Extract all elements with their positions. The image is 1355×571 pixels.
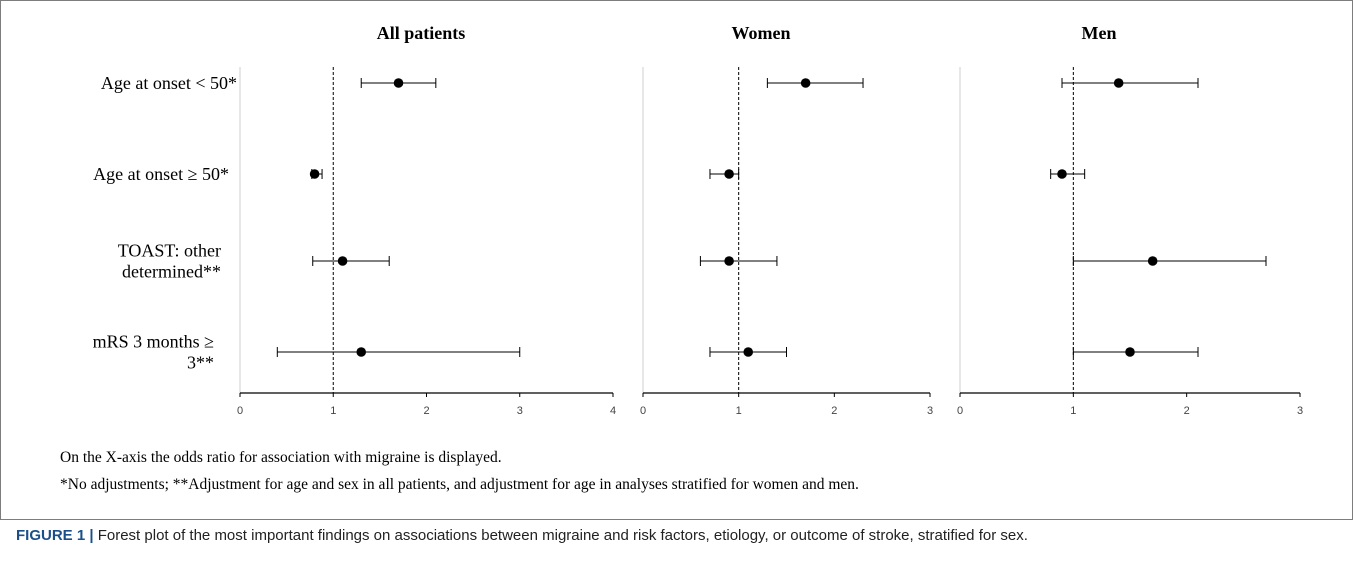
all-patients-tick-label: 1: [330, 405, 336, 417]
men-odds-ratio-point: [1125, 347, 1135, 357]
women-tick-label: 2: [831, 405, 837, 417]
figure-caption: FIGURE 1 | Forest plot of the most impor…: [16, 527, 1346, 544]
all-patients-tick-label: 2: [423, 405, 429, 417]
caption-text: Forest plot of the most important findin…: [93, 527, 1028, 544]
men-tick-label: 1: [1070, 405, 1076, 417]
caption-label: FIGURE 1 |: [16, 527, 94, 544]
men-tick-label: 3: [1297, 405, 1303, 417]
women-tick-label: 0: [640, 405, 646, 417]
men-tick-label: 2: [1184, 405, 1190, 417]
adjustment-note: *No adjustments; **Adjustment for age an…: [60, 476, 859, 493]
axis-note: On the X-axis the odds ratio for associa…: [60, 449, 502, 466]
all-patients-tick-label: 4: [610, 405, 616, 417]
row-label: TOAST: other: [118, 241, 221, 261]
all-patients-tick-label: 3: [517, 405, 523, 417]
all-patients-odds-ratio-point: [393, 78, 404, 88]
all-patients-odds-ratio-point: [309, 169, 320, 179]
all-patients-tick-label: 0: [237, 405, 243, 417]
all-patients-odds-ratio-point: [337, 256, 348, 266]
women-tick-label: 3: [927, 405, 933, 417]
men-odds-ratio-point: [1057, 169, 1067, 179]
women-tick-label: 1: [736, 405, 742, 417]
women-odds-ratio-point: [743, 347, 754, 357]
all-patients-panel-title: All patients: [377, 23, 466, 43]
row-label: determined**: [122, 262, 221, 282]
row-label: 3**: [187, 353, 214, 373]
row-label: Age at onset < 50*: [101, 73, 237, 93]
all-patients-odds-ratio-point: [356, 347, 367, 357]
men-odds-ratio-point: [1147, 256, 1158, 266]
women-odds-ratio-point: [724, 256, 734, 266]
women-odds-ratio-point: [800, 78, 811, 88]
figure-frame: All patients 0 1 2 3 4 Age at onset < 50* Age a…: [0, 0, 1353, 520]
women-odds-ratio-point: [724, 169, 734, 179]
men-tick-label: 0: [957, 405, 963, 417]
women-panel-title: Women: [731, 23, 790, 43]
men-odds-ratio-point: [1113, 78, 1124, 88]
row-label: Age at onset ≥ 50*: [93, 164, 229, 184]
row-label: mRS 3 months ≥: [93, 332, 215, 352]
men-panel-title: Men: [1082, 23, 1117, 43]
forest-plot: All patients 0 1 2 3 4 Age at onset < 50* Age a…: [93, 23, 1303, 417]
